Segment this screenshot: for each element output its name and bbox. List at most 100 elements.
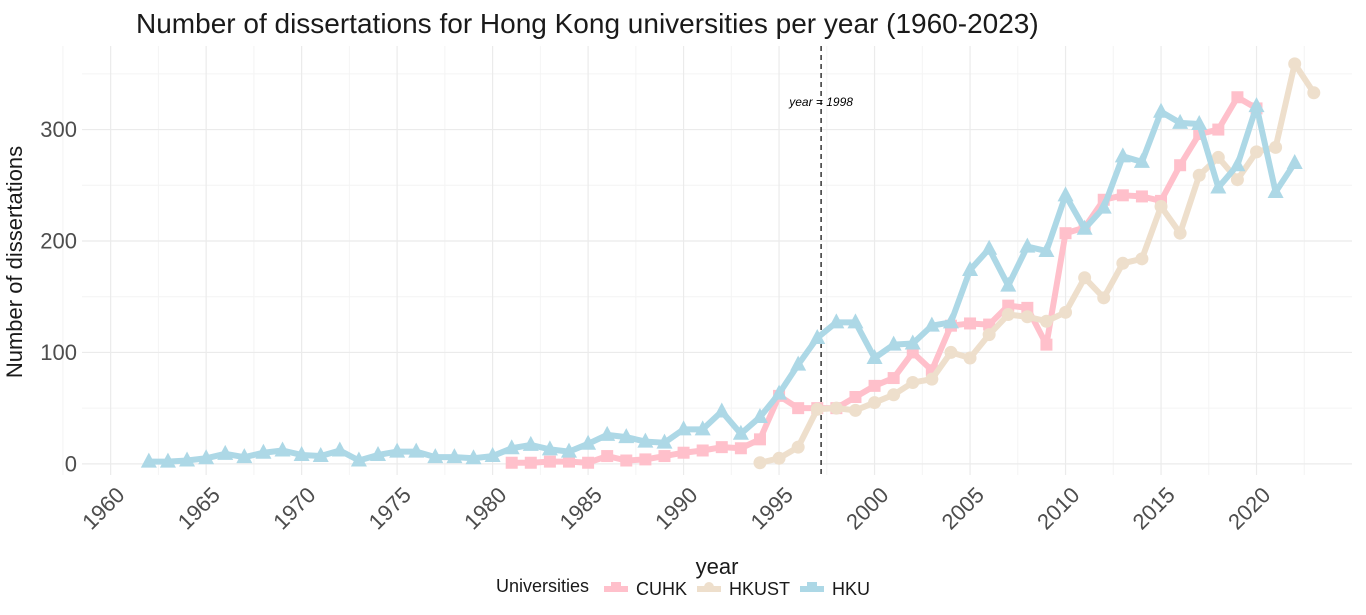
data-point [962,260,979,276]
x-tick-label: 1980 [459,482,511,534]
data-point [1172,113,1189,129]
data-point [1095,198,1112,214]
y-axis-title: Number of dissertations [2,146,27,378]
data-point [408,442,425,458]
data-point [1211,150,1225,164]
data-point [1135,252,1149,266]
data-point [849,391,862,403]
data-point [446,448,463,464]
series-line [508,94,1260,466]
data-point [1020,310,1034,324]
data-point [963,351,977,365]
series-layer [140,57,1321,470]
data-point [868,379,881,392]
data-point [751,408,768,424]
data-point [792,402,805,415]
data-point [503,439,520,455]
data-point [1230,173,1244,187]
legend-label: HKU [832,578,871,599]
data-point [350,451,367,467]
data-point [618,428,635,444]
data-point [964,317,977,330]
data-point [791,440,805,454]
data-point [887,388,901,402]
data-point [866,349,883,364]
data-point [829,401,843,415]
data-point [1097,291,1111,305]
x-tick-label: 1975 [364,482,416,534]
data-point [656,433,673,449]
data-point [753,433,766,446]
data-point [427,448,444,464]
legend: Universities CUHK HKUST HKU [0,576,1366,600]
legend-item: HKU [800,579,870,600]
x-tick-label: 2020 [1223,482,1275,534]
data-point [1212,123,1225,136]
data-point [505,456,518,469]
chart-title: Number of dissertations for Hong Kong un… [136,8,1039,39]
data-point [1192,168,1206,182]
legend-item: HKUST [697,579,790,600]
data-point [1114,147,1131,163]
axis-labels: 1960 1965 1970 1975 1980 1985 1990 1995 2000 2005… [40,117,1275,534]
data-point [1286,154,1303,169]
data-point [179,451,196,467]
data-point [1019,237,1036,253]
data-point [389,442,406,458]
data-point [1135,190,1148,203]
data-point [620,454,633,467]
data-point [848,403,862,417]
data-point [1078,271,1092,285]
data-point [925,372,939,386]
data-point [1040,338,1053,351]
data-point [1174,159,1187,172]
data-point [1057,186,1074,202]
data-point [1116,256,1130,270]
data-point [1307,86,1321,100]
data-point [1039,314,1053,328]
x-tick-label: 1965 [173,482,225,534]
x-tick-label: 2005 [937,482,989,534]
data-point [847,313,864,329]
data-point [312,447,329,463]
data-point [370,445,387,461]
data-point [1021,301,1034,314]
data-point [465,449,482,465]
data-point [753,456,767,470]
data-point [562,455,575,468]
data-point [771,384,788,400]
data-point [1173,226,1187,240]
data-point [944,345,958,359]
data-point [906,376,920,390]
legend-key [697,582,722,592]
data-point [217,444,234,460]
y-tick-label: 100 [40,340,77,365]
data-point [1116,189,1129,202]
data-point [1288,57,1302,71]
data-point [1229,156,1246,172]
data-point [942,313,959,329]
data-point [639,453,652,466]
legend-label: CUHK [636,578,688,599]
data-point [599,425,616,441]
data-point [734,442,747,455]
data-point [524,456,537,469]
data-point [274,441,291,457]
data-point [887,372,900,385]
data-point [694,420,711,436]
reference-line-label: year = 1998 [788,95,853,109]
data-point [484,447,501,463]
data-point [1153,102,1170,118]
x-tick-label: 1990 [650,482,702,534]
data-point [198,449,215,465]
data-point [543,455,556,468]
data-point [1038,242,1055,258]
data-point [904,334,921,350]
x-tick-label: 1960 [77,482,129,534]
x-tick-label: 2000 [841,482,893,534]
data-point [715,441,728,454]
data-point [658,450,671,463]
data-point [675,420,692,436]
y-tick-label: 300 [40,117,77,142]
x-tick-label: 2015 [1128,482,1180,534]
